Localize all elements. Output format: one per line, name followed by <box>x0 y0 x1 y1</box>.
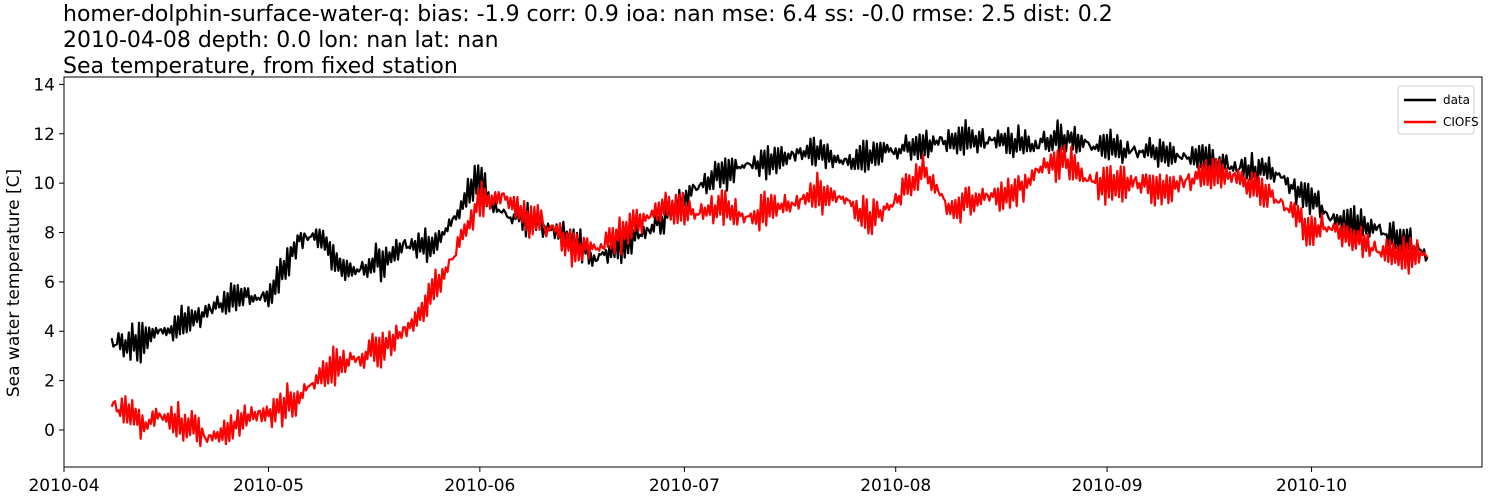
y-tick-label: 0 <box>44 421 55 441</box>
x-axis: 2010-04 2010-05 2010-06 2010-07 2010-08 2010-… <box>28 467 1347 496</box>
x-tick-label: 2010-06 <box>444 476 515 496</box>
y-tick-label: 14 <box>33 75 55 95</box>
y-tick-label: 6 <box>44 273 55 293</box>
x-tick-label: 2010-10 <box>1276 476 1347 496</box>
chart-title-line-2: 2010-04-08 depth: 0.0 lon: nan lat: nan <box>63 28 499 53</box>
y-axis: 0 2 4 6 8 10 12 14 <box>33 75 64 441</box>
legend-label: CIOFS <box>1443 115 1479 129</box>
chart-title-line-3: Sea temperature, from fixed station <box>63 54 458 79</box>
x-tick-label: 2010-09 <box>1072 476 1143 496</box>
y-tick-label: 2 <box>44 372 55 392</box>
series-line-ciofs <box>110 144 1429 448</box>
plot-frame <box>63 76 1483 468</box>
x-tick-label: 2010-04 <box>28 476 99 496</box>
legend-label: data <box>1443 93 1470 107</box>
x-tick-label: 2010-08 <box>860 476 931 496</box>
plot-layer <box>110 118 1429 448</box>
y-tick-label: 12 <box>33 125 55 145</box>
y-axis-label: Sea water temperature [C] <box>4 169 24 397</box>
x-tick-label: 2010-07 <box>649 476 720 496</box>
series-line-data <box>110 118 1429 364</box>
chart-title-line-1: homer-dolphin-surface-water-q: bias: -1.… <box>63 2 1113 27</box>
x-tick-label: 2010-05 <box>233 476 304 496</box>
y-tick-label: 10 <box>33 174 55 194</box>
legend: data CIOFS <box>1397 85 1479 135</box>
y-tick-label: 8 <box>44 224 55 244</box>
y-tick-label: 4 <box>44 322 55 342</box>
